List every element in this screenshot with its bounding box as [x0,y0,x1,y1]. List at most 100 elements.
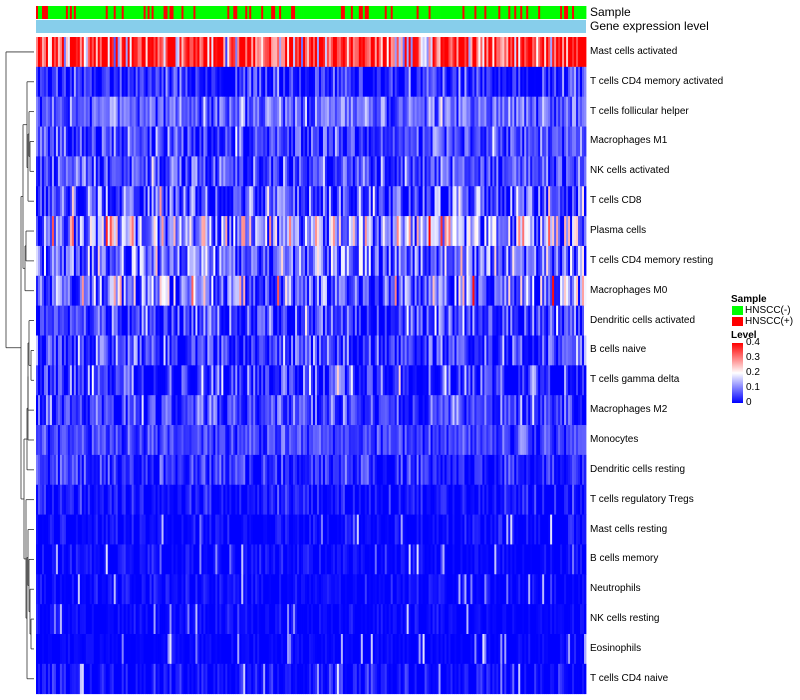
heatmap-cell [95,126,99,157]
heatmap-cell [99,484,103,515]
heatmap-cell [534,395,537,426]
heatmap-cell [235,484,238,515]
heatmap-cell [412,305,416,336]
heatmap-cell [430,96,433,127]
heatmap-cell [368,365,372,396]
heatmap-cell [472,216,475,247]
heatmap-cell [460,454,463,486]
heatmap-cell [135,275,139,307]
heatmap-cell [245,66,248,98]
heatmap-cell [560,484,563,515]
heatmap-cell [462,126,465,157]
heatmap-cell [564,335,567,366]
sample-annotation-cell [572,6,575,19]
heatmap-cell [203,484,206,515]
heatmap-cell [59,365,63,396]
heatmap-cell [514,365,517,396]
heatmap-cell [277,335,280,366]
heatmap-cell [195,245,198,277]
heatmap-cell [348,66,352,98]
heatmap-cell [103,216,107,247]
heatmap-cell [532,96,535,127]
heatmap-cell [211,275,214,307]
heatmap-cell [215,365,218,396]
heatmap-cell [127,216,131,247]
heatmap-cell [424,484,427,515]
heatmap-cell [93,245,97,277]
heatmap-cell [49,186,53,217]
heatmap-cell [205,245,208,277]
heatmap-cell [153,216,156,247]
heatmap-cell [358,96,362,127]
heatmap-cell [233,514,236,545]
heatmap-cell [175,395,178,426]
heatmap-cell [285,365,288,396]
heatmap-cell [181,425,184,456]
heatmap-cell [496,96,499,127]
heatmap-cell [366,275,370,307]
heatmap-cell [456,37,459,68]
heatmap-cell [225,66,228,98]
heatmap-cell [267,275,270,307]
heatmap-cell [223,454,226,486]
heatmap-cell [99,245,103,277]
heatmap-cell [468,365,471,396]
heatmap-cell [209,425,212,456]
heatmap-cell [398,365,402,396]
heatmap-cell [530,37,533,68]
heatmap-cell [520,425,523,456]
heatmap-cell [189,156,192,187]
heatmap-cell [552,156,555,187]
heatmap-cell [149,37,152,68]
heatmap-cell [231,484,234,515]
sample-annotation-cell [564,6,567,19]
heatmap-cell [530,454,533,486]
heatmap-cell [540,156,543,187]
heatmap-cell [542,335,545,366]
heatmap-cell [520,216,523,247]
heatmap-cell [430,514,433,545]
heatmap-cell [137,514,141,545]
heatmap-cell [261,275,264,307]
heatmap-cell [237,425,240,456]
sample-annotation-cell [422,6,425,19]
heatmap-cell [428,96,431,127]
heatmap-cell [251,216,254,247]
heatmap-cell [428,484,431,515]
heatmap-cell [424,365,427,396]
heatmap-cell [213,484,216,515]
heatmap-cell [197,454,200,486]
heatmap-cell [71,275,75,307]
heatmap-cell [63,365,67,396]
heatmap-cell [107,514,111,545]
heatmap-cell [390,365,394,396]
heatmap-cell [263,305,266,336]
heatmap-cell [330,156,334,187]
heatmap-cell [117,454,121,486]
heatmap-cell [344,454,348,486]
heatmap-cell [566,425,569,456]
heatmap-cell [540,66,543,98]
heatmap-cell [462,335,465,366]
heatmap-cell [330,126,334,157]
heatmap-cell [291,126,294,157]
sample-annotation-cell [109,6,113,19]
heatmap-cell [133,484,137,515]
heatmap-cell [109,66,113,98]
heatmap-cell [562,275,565,307]
heatmap-cell [488,484,491,515]
heatmap-cell [169,216,172,247]
heatmap-cell [532,335,535,366]
heatmap-cell [251,425,254,456]
heatmap-cell [85,454,89,486]
heatmap-cell [183,66,186,98]
heatmap-cell [99,335,103,366]
heatmap-cell [564,216,567,247]
heatmap-cell [241,425,244,456]
heatmap-cell [422,245,425,277]
heatmap-cell [502,305,505,336]
heatmap-cell [410,484,414,515]
heatmap-cell [101,186,105,217]
heatmap-cell [342,514,346,545]
heatmap-cell [117,275,121,307]
